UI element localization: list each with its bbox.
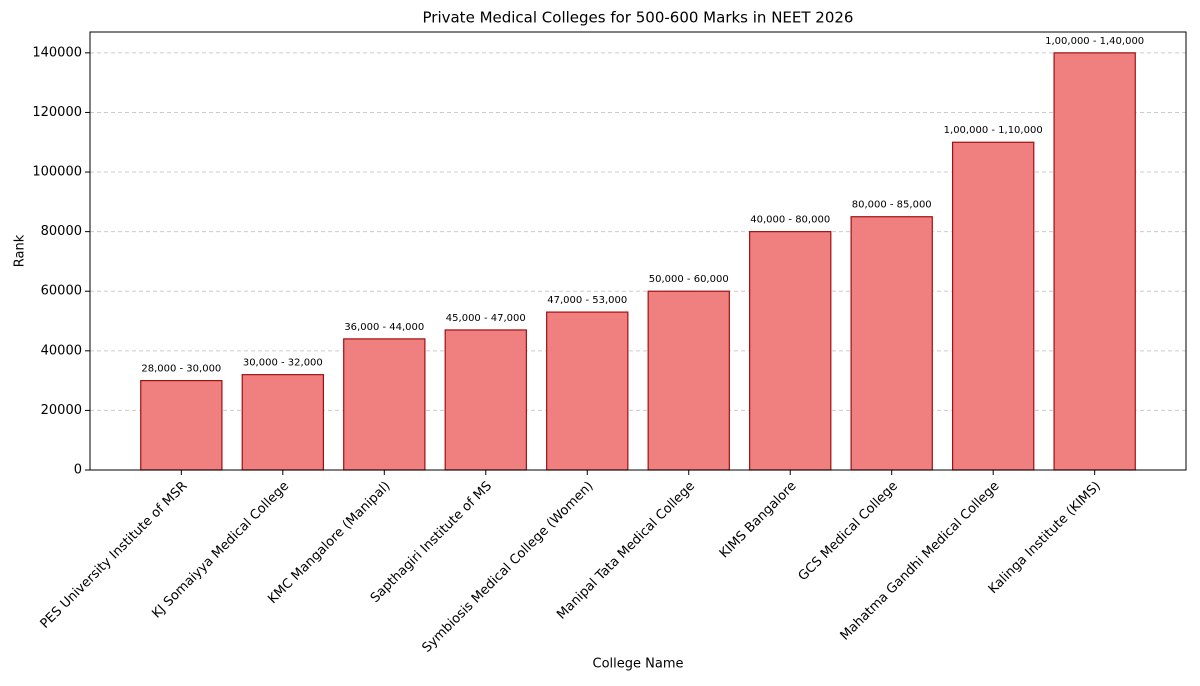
- value-label: 36,000 - 44,000: [344, 322, 424, 333]
- value-label: 47,000 - 53,000: [547, 295, 627, 306]
- bar: [647, 290, 730, 471]
- bar: [343, 338, 426, 471]
- bar: [140, 380, 223, 471]
- x-tick-label: Symbiosis Medical College (Women): [420, 479, 597, 656]
- x-tick-label: GCS Medical College: [796, 479, 901, 584]
- bar: [546, 311, 629, 471]
- bar: [749, 231, 832, 471]
- chart-title: Private Medical Colleges for 500-600 Mar…: [423, 9, 854, 27]
- value-label: 80,000 - 85,000: [852, 200, 932, 211]
- y-tick-label: 80000: [41, 224, 82, 239]
- value-label: 40,000 - 80,000: [750, 215, 830, 226]
- bar: [1053, 52, 1136, 471]
- value-label: 50,000 - 60,000: [649, 274, 729, 285]
- value-label: 28,000 - 30,000: [141, 364, 221, 375]
- x-tick-label: Kalinga Institute (KIMS): [986, 479, 1104, 597]
- x-tick-label: Sapthagiri Institute of MS: [368, 479, 495, 606]
- y-tick-label: 120000: [32, 105, 82, 120]
- y-tick-label: 20000: [41, 403, 82, 418]
- value-label: 30,000 - 32,000: [243, 358, 323, 369]
- bar: [850, 216, 933, 471]
- value-label: 1,00,000 - 1,10,000: [944, 125, 1043, 136]
- y-tick-label: 100000: [32, 165, 82, 180]
- y-tick-label: 40000: [41, 343, 82, 358]
- bar: [241, 374, 325, 471]
- x-tick-label: Mahatma Gandhi Medical College: [838, 479, 1003, 644]
- bar: [444, 329, 527, 471]
- value-label: 45,000 - 47,000: [446, 313, 526, 324]
- bar: [951, 141, 1035, 471]
- y-tick-label: 0: [74, 463, 82, 478]
- y-tick-label: 60000: [41, 284, 82, 299]
- y-tick-label: 140000: [32, 45, 82, 60]
- y-axis-label: Rank: [13, 234, 28, 267]
- plot-frame: [89, 31, 1187, 471]
- value-label: 1,00,000 - 1,40,000: [1045, 36, 1144, 47]
- x-axis-label: College Name: [593, 657, 684, 672]
- x-tick-label: KIMS Bangalore: [717, 479, 800, 562]
